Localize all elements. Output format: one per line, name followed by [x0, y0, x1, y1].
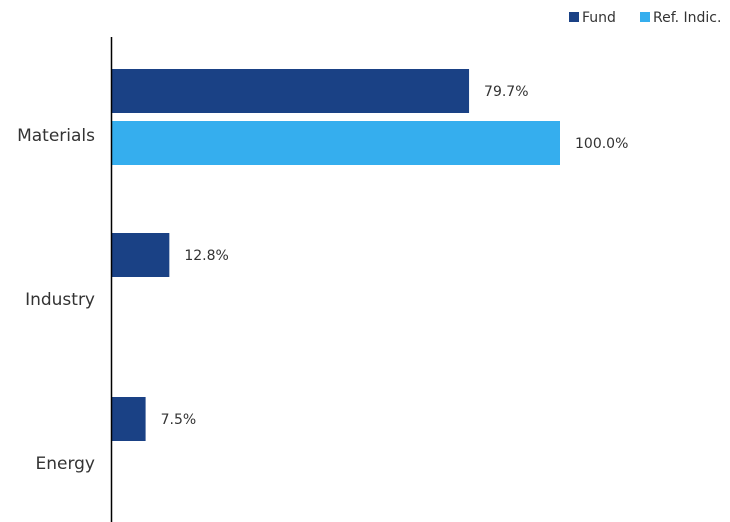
bars-group: 79.7% 100.0% 12.8% 7.5% — [112, 69, 628, 441]
legend-label-fund: Fund — [582, 10, 616, 26]
category-label-materials: Materials — [17, 126, 95, 146]
category-label-energy: Energy — [35, 454, 95, 474]
legend-swatch-ref-indic — [640, 12, 650, 22]
category-labels: Materials Industry Energy — [17, 126, 95, 474]
bar-industry-fund — [112, 233, 170, 277]
value-label-industry-fund: 12.8% — [184, 248, 228, 264]
bar-energy-fund — [112, 397, 146, 441]
value-label-materials-ref-indic: 100.0% — [575, 136, 628, 152]
bar-materials-ref-indic — [112, 121, 560, 165]
value-label-energy-fund: 7.5% — [161, 412, 197, 428]
bar-materials-fund — [112, 69, 470, 113]
legend-swatch-fund — [569, 12, 579, 22]
legend-label-ref-indic: Ref. Indic. — [653, 10, 721, 26]
value-label-materials-fund: 79.7% — [484, 84, 528, 100]
category-label-industry: Industry — [25, 290, 95, 310]
legend: Fund Ref. Indic. — [569, 10, 721, 26]
